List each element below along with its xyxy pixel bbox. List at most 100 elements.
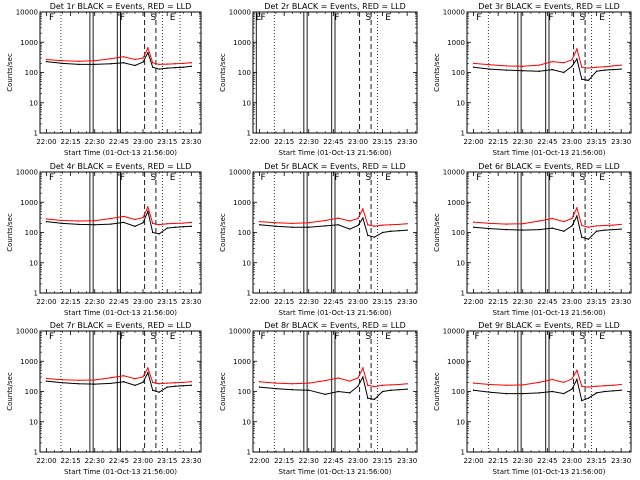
events-data-point: [373, 236, 376, 238]
events-data-point: [595, 70, 598, 72]
lld-data-point: [275, 382, 277, 384]
region-label: E: [599, 173, 605, 183]
events-data-point: [94, 224, 96, 226]
region-label: F: [120, 13, 125, 23]
events-series-line: [46, 209, 192, 235]
events-data-point: [77, 223, 80, 226]
lld-data-point: [551, 378, 553, 381]
x-tick-label: 22:45: [537, 138, 557, 146]
lld-data-point: [367, 384, 369, 387]
events-data-point: [587, 79, 590, 82]
panel-title: Det 5r BLACK = Events, RED = LLD: [264, 162, 406, 171]
events-data-point: [275, 387, 277, 390]
region-label: S: [150, 332, 156, 342]
x-tick-label: 23:00: [348, 457, 368, 465]
events-data-point: [595, 392, 598, 394]
lld-data-point: [190, 221, 193, 224]
events-data-point: [406, 388, 408, 390]
events-data-point: [472, 389, 475, 391]
lld-data-point: [522, 223, 524, 225]
events-data-point: [406, 229, 408, 231]
y-tick-label: 1: [247, 130, 251, 138]
y-axis-label: Counts/sec: [433, 53, 441, 92]
region-label: E: [385, 332, 391, 342]
x-tick-label: 22:00: [463, 138, 483, 146]
events-data-point: [571, 225, 573, 227]
events-data-point: [505, 69, 508, 71]
lld-data-point: [604, 224, 606, 227]
lld-data-point: [147, 47, 149, 49]
events-data-point: [587, 238, 590, 240]
events-data-point: [123, 221, 125, 224]
x-tick-label: 23:15: [157, 457, 177, 465]
lld-data-point: [152, 62, 154, 64]
lld-data-point: [45, 377, 48, 380]
events-data-point: [390, 230, 392, 232]
detector-panel-3: Det 3r BLACK = Events, RED = LLD F F S E 1 10 1…: [433, 2, 632, 157]
lld-data-point: [587, 67, 590, 69]
region-label: F: [120, 332, 125, 342]
region-label: F: [548, 332, 553, 342]
x-axis-label: Start Time (01-Oct-13 21:56:00): [64, 468, 177, 476]
events-data-point: [604, 390, 606, 393]
events-data-point: [489, 391, 491, 393]
events-data-point: [357, 224, 359, 227]
events-data-point: [94, 383, 96, 385]
lld-data-point: [522, 65, 524, 68]
lld-data-point: [398, 383, 400, 386]
events-data-point: [472, 66, 475, 68]
lld-data-point: [367, 224, 369, 226]
lld-series-line: [46, 366, 192, 385]
plot-frame: [252, 330, 418, 453]
x-tick-label: 23:30: [397, 457, 417, 465]
x-tick-label: 22:30: [513, 457, 533, 465]
lld-data-point: [357, 377, 359, 379]
x-tick-label: 23:00: [562, 298, 582, 306]
region-label: F: [49, 332, 54, 342]
lld-data-point: [595, 225, 598, 227]
events-data-point: [522, 229, 524, 231]
events-data-point: [308, 389, 310, 391]
lld-data-point: [604, 66, 606, 68]
panel-title: Det 1r BLACK = Events, RED = LLD: [50, 2, 192, 11]
x-tick-label: 23:15: [372, 298, 392, 306]
lld-data-point: [489, 64, 491, 66]
region-label: E: [599, 13, 605, 23]
y-tick-label: 100: [238, 229, 251, 237]
region-label: F: [334, 173, 339, 183]
lld-data-point: [576, 207, 578, 209]
lld-data-point: [166, 382, 168, 384]
x-tick-label: 23:00: [562, 138, 582, 146]
x-tick-label: 22:45: [323, 138, 343, 146]
region-label: E: [170, 13, 176, 23]
lld-data-point: [142, 376, 144, 378]
lld-data-point: [576, 48, 578, 50]
lld-data-point: [291, 222, 294, 225]
lld-data-point: [612, 65, 614, 67]
x-tick-label: 22:15: [274, 298, 294, 306]
region-label: S: [580, 332, 586, 342]
lld-data-point: [505, 223, 508, 225]
y-tick-label: 1: [34, 290, 38, 298]
events-data-point: [362, 376, 364, 378]
lld-data-point: [77, 379, 80, 381]
panel-title: Det 2r BLACK = Events, RED = LLD: [264, 2, 406, 11]
region-label: F: [261, 332, 266, 342]
y-tick-label: 100: [25, 229, 38, 237]
events-data-point: [147, 210, 149, 213]
detector-panel-4: Det 4r BLACK = Events, RED = LLD F F S E 1 10 1…: [6, 162, 202, 317]
events-series-line: [473, 378, 622, 402]
events-data-point: [123, 62, 125, 64]
y-axis-label: Counts/sec: [6, 213, 14, 252]
x-tick-label: 22:00: [463, 298, 483, 306]
lld-data-point: [158, 383, 160, 385]
x-tick-label: 22:30: [513, 298, 533, 306]
plot-frame: [252, 11, 418, 134]
events-data-point: [258, 224, 261, 226]
lld-data-point: [94, 379, 96, 381]
y-tick-label: 10: [242, 259, 251, 267]
x-tick-label: 22:15: [488, 298, 508, 306]
region-label: F: [548, 13, 553, 23]
y-tick-label: 10: [242, 418, 251, 426]
